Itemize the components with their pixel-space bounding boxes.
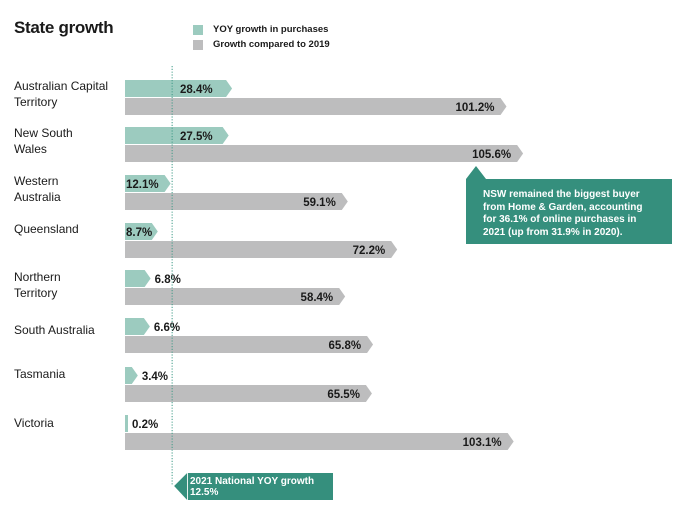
data-label-2019: 72.2%: [353, 245, 386, 257]
legend-swatch-2019: [193, 39, 203, 50]
annotation-pointer: [466, 166, 486, 179]
category-label: Queensland: [14, 222, 79, 236]
category-label: South Australia: [14, 323, 95, 337]
category-label: Tasmania: [14, 367, 66, 381]
annotation-line: for 36.1% of online purchases in: [483, 214, 637, 225]
bar-2019: [125, 385, 372, 402]
data-label-2019: 103.1%: [463, 437, 502, 449]
legend-label-2019: Growth compared to 2019: [213, 39, 330, 50]
category-label: Northern Territory: [14, 270, 61, 300]
data-label-2019: 65.5%: [327, 389, 360, 401]
legend-item-yoy: YOY growth in purchases: [193, 22, 330, 37]
category-label: Australian Capital Territory: [14, 79, 109, 109]
annotation-line: from Home & Garden, accounting: [483, 201, 643, 213]
bar-yoy: [125, 318, 150, 335]
national-growth-label: 2021 National YOY growth 12.5%: [188, 473, 333, 500]
data-label-yoy: 3.4%: [142, 371, 168, 383]
data-label-yoy: 6.8%: [155, 274, 181, 286]
national-growth-title: 2021 National YOY growth: [190, 476, 315, 487]
national-growth-pointer: [174, 473, 188, 500]
category-label: Victoria: [14, 416, 54, 430]
annotation-line: 2021 (up from 31.9% in 2020).: [483, 226, 623, 238]
bar-2019: [125, 433, 514, 450]
legend-swatch-yoy: [193, 24, 203, 35]
chart-title: State growth: [14, 18, 114, 37]
category-label: Western Australia: [14, 174, 61, 204]
legend-item-2019: Growth compared to 2019: [193, 37, 330, 52]
data-label-yoy: 8.7%: [126, 227, 152, 239]
data-label-2019: 58.4%: [301, 292, 334, 304]
bar-2019: [125, 145, 524, 162]
bar-2019: [125, 98, 507, 115]
legend-label-yoy: YOY growth in purchases: [213, 24, 329, 35]
data-label-yoy: 6.6%: [154, 322, 180, 334]
data-label-yoy: 28.4%: [180, 84, 213, 96]
data-label-2019: 59.1%: [303, 197, 336, 209]
bar-yoy: [125, 175, 171, 192]
bar-2019: [125, 241, 398, 258]
bar-2019: [125, 193, 348, 210]
data-label-2019: 101.2%: [456, 102, 495, 114]
national-growth-value: 12.5%: [190, 487, 219, 498]
data-label-2019: 105.6%: [472, 149, 511, 161]
nsw-annotation: NSW remained the biggest buyer from Home…: [466, 179, 672, 244]
bar-yoy: [125, 270, 151, 287]
data-label-2019: 65.8%: [328, 340, 361, 352]
bar-yoy: [125, 80, 233, 97]
category-label: New South Wales: [14, 126, 73, 156]
bar-yoy: [125, 415, 128, 432]
bar-2019: [125, 336, 374, 353]
data-label-yoy: 12.1%: [126, 179, 159, 191]
bar-yoy: [125, 127, 229, 144]
annotation-line: NSW remained the biggest buyer: [483, 189, 640, 200]
legend: YOY growth in purchases Growth compared …: [193, 22, 330, 52]
bar-yoy: [125, 367, 138, 384]
bar-yoy: [125, 223, 158, 240]
data-label-yoy: 27.5%: [180, 131, 213, 143]
bar-2019: [125, 288, 346, 305]
data-label-yoy: 0.2%: [132, 419, 158, 431]
